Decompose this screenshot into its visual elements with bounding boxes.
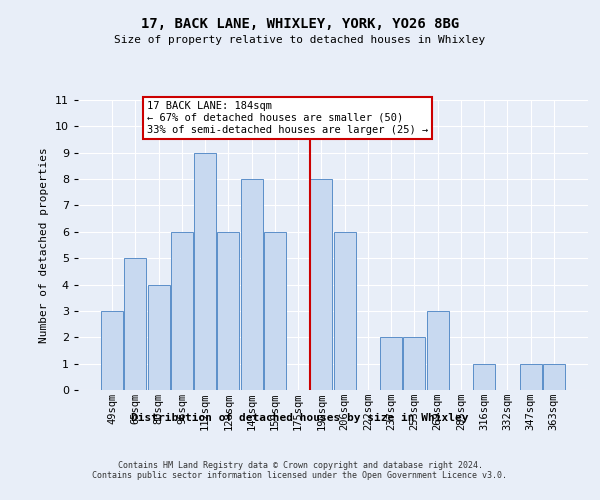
Bar: [473, 364, 495, 390]
Text: Size of property relative to detached houses in Whixley: Size of property relative to detached ho…: [115, 35, 485, 45]
Y-axis label: Number of detached properties: Number of detached properties: [40, 147, 49, 343]
Bar: [264, 232, 286, 390]
Bar: [101, 311, 123, 390]
Bar: [334, 232, 356, 390]
Text: Distribution of detached houses by size in Whixley: Distribution of detached houses by size …: [131, 412, 469, 422]
Bar: [520, 364, 542, 390]
Bar: [171, 232, 193, 390]
Bar: [217, 232, 239, 390]
Bar: [310, 179, 332, 390]
Bar: [403, 338, 425, 390]
Text: 17, BACK LANE, WHIXLEY, YORK, YO26 8BG: 17, BACK LANE, WHIXLEY, YORK, YO26 8BG: [141, 18, 459, 32]
Bar: [543, 364, 565, 390]
Bar: [124, 258, 146, 390]
Text: Contains HM Land Registry data © Crown copyright and database right 2024.
Contai: Contains HM Land Registry data © Crown c…: [92, 460, 508, 480]
Bar: [427, 311, 449, 390]
Bar: [194, 152, 216, 390]
Bar: [241, 179, 263, 390]
Bar: [148, 284, 170, 390]
Text: 17 BACK LANE: 184sqm
← 67% of detached houses are smaller (50)
33% of semi-detac: 17 BACK LANE: 184sqm ← 67% of detached h…: [147, 102, 428, 134]
Bar: [380, 338, 402, 390]
